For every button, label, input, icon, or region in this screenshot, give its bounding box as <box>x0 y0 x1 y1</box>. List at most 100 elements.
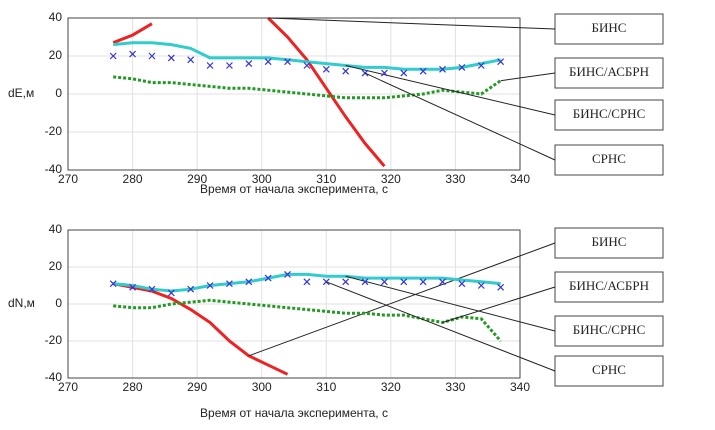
y-axis-label: dE,м <box>8 86 34 100</box>
callout-label: БИНС/СРНС <box>573 106 645 121</box>
x-tick-label: 270 <box>58 172 78 186</box>
y-tick-label: 0 <box>55 296 62 310</box>
leader-line <box>345 65 556 116</box>
data-point <box>245 60 253 68</box>
callout-label: БИНС/АСБРН <box>569 64 649 79</box>
series-line <box>113 41 501 71</box>
data-point <box>477 62 485 69</box>
callout: БИНС <box>554 13 664 45</box>
data-point <box>439 65 446 73</box>
series-line <box>113 272 501 293</box>
callout-box <box>554 315 664 347</box>
data-point <box>245 278 253 286</box>
leader-line <box>268 17 556 30</box>
x-tick-label: 340 <box>510 172 530 186</box>
data-point <box>361 278 369 286</box>
callout-box <box>554 13 664 45</box>
data-point <box>477 282 485 289</box>
callout: СРНС <box>554 144 664 176</box>
data-point <box>303 62 311 69</box>
x-tick-label: 330 <box>445 172 465 186</box>
y-tick-label: 40 <box>49 222 63 236</box>
x-tick-label: 320 <box>381 172 401 186</box>
y-tick-label: -40 <box>45 370 63 384</box>
callout-label: СРНС <box>592 151 626 166</box>
data-point <box>129 283 136 291</box>
data-point <box>284 58 291 66</box>
data-point <box>497 58 505 66</box>
x-axis-label: Время от начала эксперимента, с <box>200 406 388 420</box>
x-tick-label: 280 <box>123 380 143 394</box>
callout-box <box>554 355 664 387</box>
x-tick-label: 300 <box>252 380 272 394</box>
data-point <box>109 280 117 288</box>
callout: БИНС/СРНС <box>554 315 664 347</box>
y-axis-label: dN,м <box>8 296 35 310</box>
leader-line <box>345 275 556 332</box>
x-tick-label: 310 <box>316 380 336 394</box>
data-point <box>284 270 291 278</box>
y-tick-label: 0 <box>55 86 62 100</box>
data-point <box>226 280 233 288</box>
callout-label: СРНС <box>592 362 626 377</box>
data-point <box>206 62 214 69</box>
callout: СРНС <box>554 355 664 387</box>
x-tick-label: 280 <box>123 172 143 186</box>
data-point <box>342 278 350 286</box>
data-point <box>419 67 427 75</box>
data-point <box>380 278 388 286</box>
y-tick-label: -20 <box>45 124 63 138</box>
y-tick-label: -40 <box>45 162 63 176</box>
data-point <box>226 62 233 69</box>
plot-frame <box>67 17 521 171</box>
leader-line <box>500 72 556 82</box>
data-point <box>148 52 156 60</box>
data-point <box>458 63 466 71</box>
callout-box <box>554 144 664 176</box>
callout-box <box>554 227 664 259</box>
data-point <box>303 278 311 286</box>
data-point <box>148 285 156 293</box>
x-tick-label: 330 <box>445 380 465 394</box>
callout: БИНС <box>554 227 664 259</box>
data-point <box>206 282 214 289</box>
leader-line <box>364 72 556 161</box>
y-tick-label: 20 <box>49 259 63 273</box>
data-point <box>167 54 175 62</box>
plot-frame <box>67 229 521 379</box>
data-point <box>187 56 195 64</box>
callout-label: БИНС <box>592 234 627 249</box>
y-tick-label: 40 <box>49 10 63 24</box>
data-point <box>458 280 466 288</box>
leader-line <box>442 286 556 323</box>
x-axis-label: Время от начала эксперимента, с <box>200 182 388 196</box>
callout: БИНС/АСБРН <box>554 271 664 303</box>
x-tick-label: 290 <box>187 380 207 394</box>
data-point <box>129 50 136 58</box>
leader-line <box>326 281 556 372</box>
data-point <box>342 67 350 75</box>
x-tick-label: 300 <box>252 172 272 186</box>
callout-box <box>554 99 664 131</box>
data-point <box>264 274 272 282</box>
x-tick-label: 340 <box>510 380 530 394</box>
x-tick-label: 320 <box>381 380 401 394</box>
data-point <box>400 278 408 286</box>
series-line <box>113 75 502 100</box>
leader-line <box>248 242 556 357</box>
data-point <box>187 285 195 293</box>
series-line <box>112 16 386 168</box>
data-point <box>380 69 388 77</box>
callout: БИНС/АСБРН <box>554 57 664 89</box>
data-point <box>497 283 505 291</box>
x-tick-label: 270 <box>58 380 78 394</box>
y-tick-label: 20 <box>49 48 63 62</box>
data-point <box>167 289 175 297</box>
series-line <box>112 282 289 376</box>
callout: БИНС/СРНС <box>554 99 664 131</box>
callout-label: БИНС/АСБРН <box>569 278 649 293</box>
data-point <box>264 58 272 66</box>
data-point <box>400 69 408 77</box>
callout-label: БИНС <box>592 20 627 35</box>
